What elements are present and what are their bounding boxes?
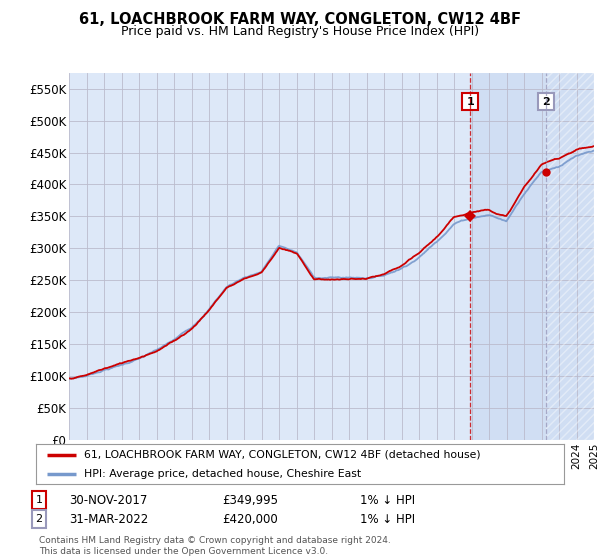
Text: 1: 1	[35, 495, 43, 505]
Text: £420,000: £420,000	[222, 512, 278, 526]
Text: Contains HM Land Registry data © Crown copyright and database right 2024.
This d: Contains HM Land Registry data © Crown c…	[39, 536, 391, 556]
Text: £349,995: £349,995	[222, 493, 278, 507]
Bar	[470, 73, 594, 440]
Text: HPI: Average price, detached house, Cheshire East: HPI: Average price, detached house, Ches…	[83, 469, 361, 478]
Text: 30-NOV-2017: 30-NOV-2017	[69, 493, 148, 507]
Text: Price paid vs. HM Land Registry's House Price Index (HPI): Price paid vs. HM Land Registry's House …	[121, 25, 479, 38]
Text: 1: 1	[466, 96, 474, 106]
Text: 1% ↓ HPI: 1% ↓ HPI	[360, 512, 415, 526]
Text: 2: 2	[35, 514, 43, 524]
Text: 2: 2	[542, 96, 550, 106]
Bar	[546, 73, 594, 440]
Text: 31-MAR-2022: 31-MAR-2022	[69, 512, 148, 526]
Text: 1% ↓ HPI: 1% ↓ HPI	[360, 493, 415, 507]
Text: 61, LOACHBROOK FARM WAY, CONGLETON, CW12 4BF (detached house): 61, LOACHBROOK FARM WAY, CONGLETON, CW12…	[83, 450, 480, 460]
Text: 61, LOACHBROOK FARM WAY, CONGLETON, CW12 4BF: 61, LOACHBROOK FARM WAY, CONGLETON, CW12…	[79, 12, 521, 27]
